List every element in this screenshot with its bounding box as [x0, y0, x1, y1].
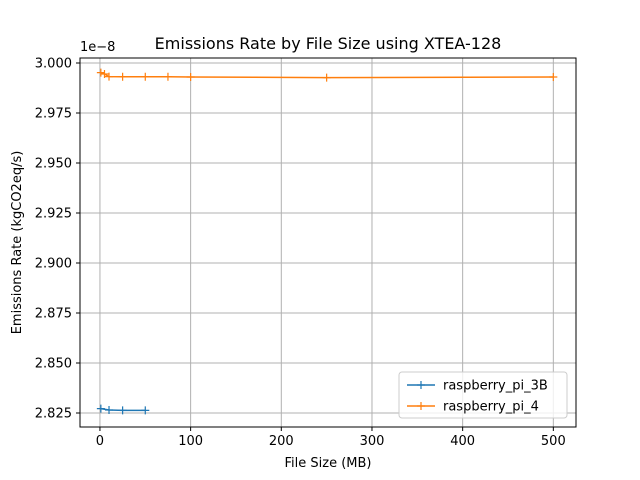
- x-tick-label: 100: [178, 434, 203, 449]
- data-point-marker: [100, 70, 109, 78]
- grid-lines: [80, 58, 576, 427]
- x-tick-label: 500: [541, 434, 566, 449]
- x-tick-label: 300: [360, 434, 385, 449]
- legend-item-raspberry_pi_3B: raspberry_pi_3B: [407, 379, 548, 394]
- legend-label: raspberry_pi_4: [443, 400, 539, 415]
- data-point-marker: [96, 404, 105, 413]
- data-point-marker: [141, 72, 150, 81]
- x-tick-label: 0: [96, 434, 104, 449]
- y-tick-label: 3.000: [35, 57, 72, 72]
- series-raspberry_pi_3B: [96, 404, 150, 415]
- y-tick-label: 2.975: [35, 107, 72, 122]
- y-tick-label: 2.875: [35, 307, 72, 322]
- y-tick-label: 2.925: [35, 207, 72, 222]
- series-line: [100, 407, 146, 412]
- data-point-marker: [163, 72, 172, 81]
- data-point-marker: [118, 406, 127, 415]
- legend-label: raspberry_pi_3B: [443, 379, 548, 394]
- axis-ticks: 0 100 200 300 400 500 2.825 2.850 2.875 2.900 2.92…: [35, 57, 566, 450]
- data-point-marker: [549, 73, 558, 81]
- data-point-marker: [105, 72, 114, 81]
- x-tick-label: 400: [450, 434, 475, 449]
- data-point-marker: [322, 73, 331, 82]
- y-tick-label: 2.825: [35, 407, 72, 422]
- plot-area-frame: [79, 57, 577, 428]
- data-point-marker: [105, 406, 114, 414]
- y-axis-label: Emissions Rate (kgCO2eq/s): [10, 151, 25, 335]
- legend-box: [398, 371, 568, 419]
- x-tick-label: 200: [269, 434, 294, 449]
- y-tick-label: 2.950: [35, 157, 72, 172]
- series-layer: [96, 68, 558, 415]
- y-tick-label: 2.900: [35, 257, 72, 272]
- legend: raspberry_pi_3B raspberry_pi_4: [398, 371, 568, 419]
- legend-swatch-marker: [417, 402, 425, 410]
- data-point-marker: [118, 72, 127, 81]
- y-axis-offset-label: 1e−8: [80, 40, 115, 55]
- y-tick-label: 2.850: [35, 357, 72, 372]
- chart-title: Emissions Rate by File Size using XTEA-1…: [155, 34, 502, 53]
- data-point-marker: [141, 406, 150, 415]
- legend-swatch-marker: [417, 381, 425, 389]
- x-axis-label: File Size (MB): [285, 456, 372, 471]
- data-point-marker: [96, 68, 105, 77]
- series-raspberry_pi_4: [96, 68, 558, 82]
- data-point-marker: [186, 73, 195, 81]
- legend-item-raspberry_pi_4: raspberry_pi_4: [407, 400, 539, 415]
